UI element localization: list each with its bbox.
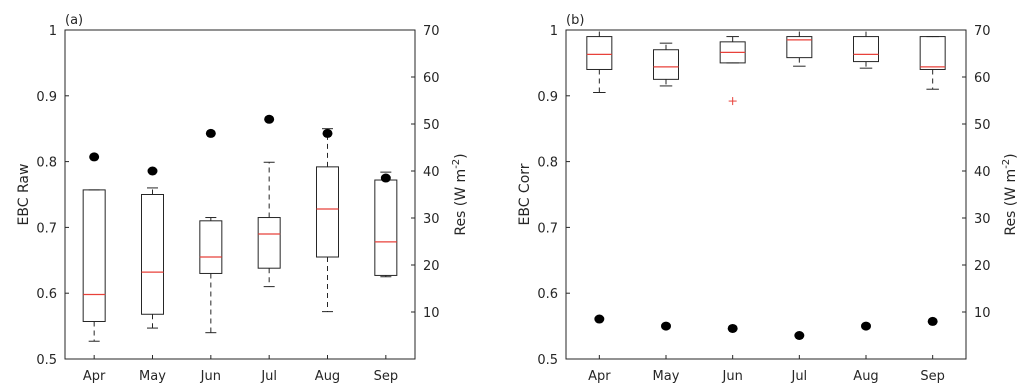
plot-frame: [64, 29, 416, 360]
x-tick-label: Jun: [200, 369, 221, 384]
res-marker-aug: [861, 321, 871, 331]
res-marker-apr: [89, 152, 100, 162]
y2-tick-label: 10: [974, 306, 991, 321]
res-marker-jun: [727, 323, 738, 333]
res-marker-sep: [927, 316, 938, 326]
y2-tick-label: 20: [974, 259, 991, 274]
x-tick-label: Jul: [790, 369, 807, 384]
plot-frame: [565, 29, 967, 360]
y2-tick-label: 40: [423, 165, 440, 180]
res-marker-aug: [322, 128, 333, 138]
y-axis-label: EBC Corr: [517, 163, 533, 225]
y2-label-sup: -2: [451, 159, 462, 169]
y-tick-label: 0.9: [537, 90, 558, 105]
box-aug: [316, 166, 339, 258]
y2-label-sup: -2: [1001, 159, 1012, 169]
y2-label-main: Res (W m: [1003, 169, 1019, 236]
x-tick-label: Aug: [315, 369, 340, 384]
x-tick-label: May: [139, 369, 166, 384]
x-tick-label: Sep: [374, 369, 399, 384]
res-marker-apr: [594, 314, 605, 324]
y-tick-label: 0.6: [36, 287, 57, 302]
y2-tick-label: 10: [423, 306, 440, 321]
box-may: [653, 49, 679, 80]
panel-label: (b): [566, 13, 584, 28]
res-marker-jul: [794, 331, 805, 340]
box-jul: [257, 217, 281, 269]
y2-tick-label: 60: [423, 71, 440, 86]
res-marker-sep: [380, 173, 391, 183]
y-tick-label: 0.8: [537, 156, 558, 171]
box-sep: [919, 36, 946, 70]
panel-b: 0.5 0.6 0.7 0.8 0.9 1 10 20 30 40 50 60 70 Apr May Jun J…: [517, 13, 1019, 384]
y2-tick-label: 30: [974, 212, 991, 227]
y2-tick-label: 30: [423, 212, 440, 227]
res-marker-jun: [205, 128, 216, 138]
y2-label-end: ): [1003, 153, 1019, 158]
y2-tick-label: 50: [974, 118, 991, 133]
y2-tick-label: 40: [974, 165, 991, 180]
x-tick-label: May: [653, 369, 680, 384]
x-tick-label: Apr: [588, 369, 611, 384]
x-tick-label: Jul: [260, 369, 277, 384]
box-apr: [82, 189, 106, 322]
y2-tick-label: 70: [423, 24, 440, 39]
y2-axis-label: Res (W m-2): [451, 153, 469, 235]
y2-tick-label: 70: [974, 24, 991, 39]
x-tick-label: Jun: [722, 369, 743, 384]
x-tick-label: Aug: [853, 369, 878, 384]
box-aug: [853, 36, 879, 63]
box-jun: [199, 220, 223, 274]
box-jul: [786, 36, 813, 59]
box-may: [141, 194, 164, 315]
box-apr: [586, 36, 613, 70]
res-marker-may: [147, 166, 158, 176]
y-tick-label: 0.5: [36, 353, 57, 368]
panel-label: (a): [65, 13, 83, 28]
y-tick-label: 1: [550, 24, 558, 39]
y-axis-label: EBC Raw: [16, 164, 32, 226]
x-tick-label: Sep: [920, 369, 945, 384]
y-tick-label: 0.7: [537, 221, 558, 236]
outlier-marker: [728, 97, 737, 106]
y2-tick-label: 50: [423, 118, 440, 133]
x-tick-label: Apr: [83, 369, 106, 384]
panel-a: 0.5 0.6 0.7 0.8 0.9 1 10 20 30 40 50 60 70 Apr May Jun J…: [16, 13, 469, 384]
res-marker-may: [661, 321, 671, 331]
y-tick-label: 0.5: [537, 353, 558, 368]
y2-label-end: ): [453, 153, 469, 158]
y2-label-main: Res (W m: [453, 169, 469, 236]
y2-tick-label: 20: [423, 259, 440, 274]
y2-tick-label: 60: [974, 71, 991, 86]
y-tick-label: 0.8: [36, 156, 57, 171]
y-tick-label: 0.7: [36, 221, 57, 236]
y-tick-label: 0.9: [36, 90, 57, 105]
y2-axis-label: Res (W m-2): [1001, 153, 1019, 235]
y-tick-label: 1: [49, 24, 57, 39]
y-tick-label: 0.6: [537, 287, 558, 302]
res-marker-jul: [264, 114, 275, 124]
